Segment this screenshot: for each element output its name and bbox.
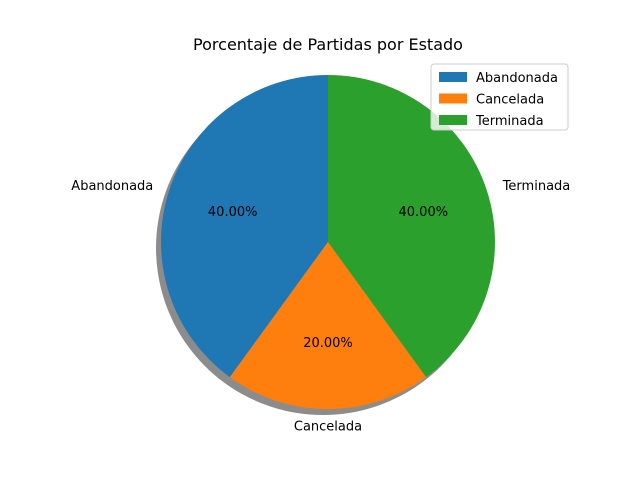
slice-percent-terminada: 40.00% <box>399 205 449 220</box>
pie-slices-group: Abandonada 40.00% Cancelada 20.00% Terminada… <box>71 75 570 435</box>
slice-label-cancelada: Cancelada <box>294 420 362 435</box>
slice-label-terminada: Terminada <box>502 179 571 194</box>
slice-cancelada <box>229 242 427 409</box>
legend-label-abandonada: Abandonada <box>476 71 558 86</box>
chart-title: Porcentaje de Partidas por Estado <box>193 35 463 54</box>
legend: Abandonada Cancelada Terminada <box>430 63 569 131</box>
legend-label-cancelada: Cancelada <box>476 93 544 108</box>
slice-terminada <box>328 75 496 378</box>
legend-swatch-abandonada <box>439 72 467 82</box>
legend-swatch-cancelada <box>439 93 467 104</box>
legend-label-terminada: Terminada <box>475 114 544 129</box>
slice-percent-abandonada: 40.00% <box>208 205 258 220</box>
slice-abandonada <box>161 75 328 378</box>
slice-label-abandonada: Abandonada <box>71 179 153 194</box>
slice-percent-cancelada: 20.00% <box>303 336 353 351</box>
legend-swatch-terminada <box>439 115 467 125</box>
